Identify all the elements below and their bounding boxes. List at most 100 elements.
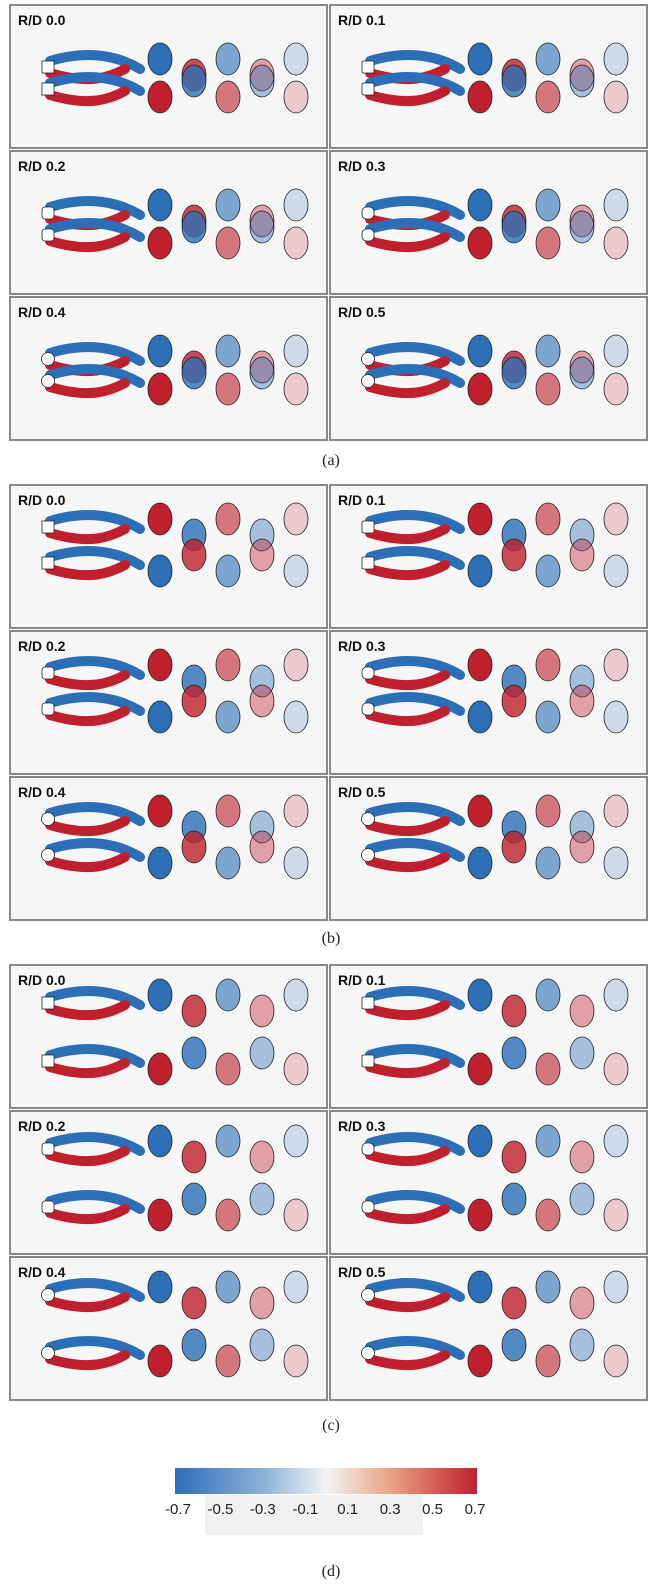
vortex <box>215 42 241 76</box>
panel-label: R/D 0.3 <box>338 158 386 174</box>
vortex <box>215 1052 241 1086</box>
vortex <box>467 1124 493 1158</box>
vortex <box>501 1286 527 1320</box>
panel: R/D 0.2 <box>9 1110 328 1255</box>
vortex <box>569 538 595 572</box>
cylinder <box>41 996 55 1010</box>
vortex <box>147 188 173 222</box>
vortex <box>535 372 561 406</box>
vortex <box>181 1286 207 1320</box>
shear-layer <box>365 524 450 545</box>
shear-layer <box>365 510 465 534</box>
vortex <box>249 1328 275 1362</box>
vortex <box>603 1124 629 1158</box>
vortex <box>147 1052 173 1086</box>
vortex <box>603 334 629 368</box>
shear-layer <box>45 342 145 366</box>
shear-layer <box>365 1350 450 1371</box>
panel: R/D 0.0 <box>9 4 328 149</box>
vortex <box>181 684 207 718</box>
cylinder <box>361 374 375 388</box>
vortex <box>283 700 309 734</box>
shear-layer <box>45 378 130 399</box>
shear-layer <box>365 706 450 727</box>
vortex <box>569 518 595 552</box>
vortex <box>535 502 561 536</box>
vortex <box>467 334 493 368</box>
panel-label: R/D 0.0 <box>18 972 66 988</box>
shear-layer <box>45 364 145 388</box>
cylinder <box>361 1054 375 1068</box>
vortex <box>569 684 595 718</box>
cylinder <box>41 352 55 366</box>
vortex <box>147 648 173 682</box>
panel: R/D 0.3 <box>329 630 648 775</box>
shear-layer <box>365 72 465 96</box>
cylinder <box>41 1142 55 1156</box>
vortex <box>467 794 493 828</box>
shear-layer <box>365 692 465 716</box>
cylinder <box>361 666 375 680</box>
vortex <box>603 648 629 682</box>
caption: (b) <box>322 930 341 947</box>
panel-label: R/D 0.2 <box>18 638 66 654</box>
shear-layer <box>45 1204 130 1225</box>
panel-label: R/D 0.1 <box>338 492 386 508</box>
vortex <box>467 1198 493 1232</box>
vortex <box>181 994 207 1028</box>
vortex <box>181 830 207 864</box>
shear-layer <box>45 86 130 107</box>
cylinder <box>361 60 375 74</box>
vortex <box>181 210 207 244</box>
colorbar-tick-label: -0.3 <box>250 1501 276 1518</box>
vortex <box>147 1198 173 1232</box>
vortex <box>147 1124 173 1158</box>
panel-label: R/D 0.4 <box>18 304 66 320</box>
vortex <box>535 188 561 222</box>
vortex <box>535 334 561 368</box>
vortex <box>569 1140 595 1174</box>
panel-label: R/D 0.2 <box>18 1118 66 1134</box>
shear-layer <box>45 1058 130 1079</box>
vortex <box>283 1124 309 1158</box>
vortex <box>283 80 309 114</box>
vortex <box>501 1036 527 1070</box>
shear-layer <box>365 546 465 570</box>
shear-layer <box>365 364 465 388</box>
panel: R/D 0.2 <box>9 630 328 775</box>
panel: R/D 0.4 <box>9 296 328 441</box>
cylinder <box>361 1142 375 1156</box>
shear-layer <box>45 546 145 570</box>
vortex <box>215 648 241 682</box>
vortex <box>467 1270 493 1304</box>
vortex <box>283 1198 309 1232</box>
vortex <box>501 356 527 390</box>
shear-layer <box>365 1044 465 1068</box>
vortex <box>147 1344 173 1378</box>
panel-label: R/D 0.1 <box>338 12 386 28</box>
vortex <box>603 794 629 828</box>
vortex <box>569 1036 595 1070</box>
shear-layer <box>365 232 450 253</box>
vortex <box>467 1052 493 1086</box>
vortex <box>535 1270 561 1304</box>
shear-layer <box>45 1278 145 1302</box>
shear-layer <box>45 852 130 873</box>
panel: R/D 0.0 <box>9 484 328 629</box>
panel-label: R/D 0.5 <box>338 304 386 320</box>
vortex <box>283 978 309 1012</box>
vortex <box>535 700 561 734</box>
shear-layer <box>45 670 130 691</box>
cylinder <box>41 1288 55 1302</box>
cylinder <box>361 702 375 716</box>
vortex <box>467 42 493 76</box>
shear-layer <box>365 218 465 242</box>
colorbar-background <box>205 1495 423 1535</box>
vortex <box>283 1270 309 1304</box>
colorbar-tick-label: -0.1 <box>292 1501 318 1518</box>
panel: R/D 0.5 <box>329 296 648 441</box>
shear-layer <box>365 1190 465 1214</box>
vortex <box>249 664 275 698</box>
vortex <box>569 994 595 1028</box>
